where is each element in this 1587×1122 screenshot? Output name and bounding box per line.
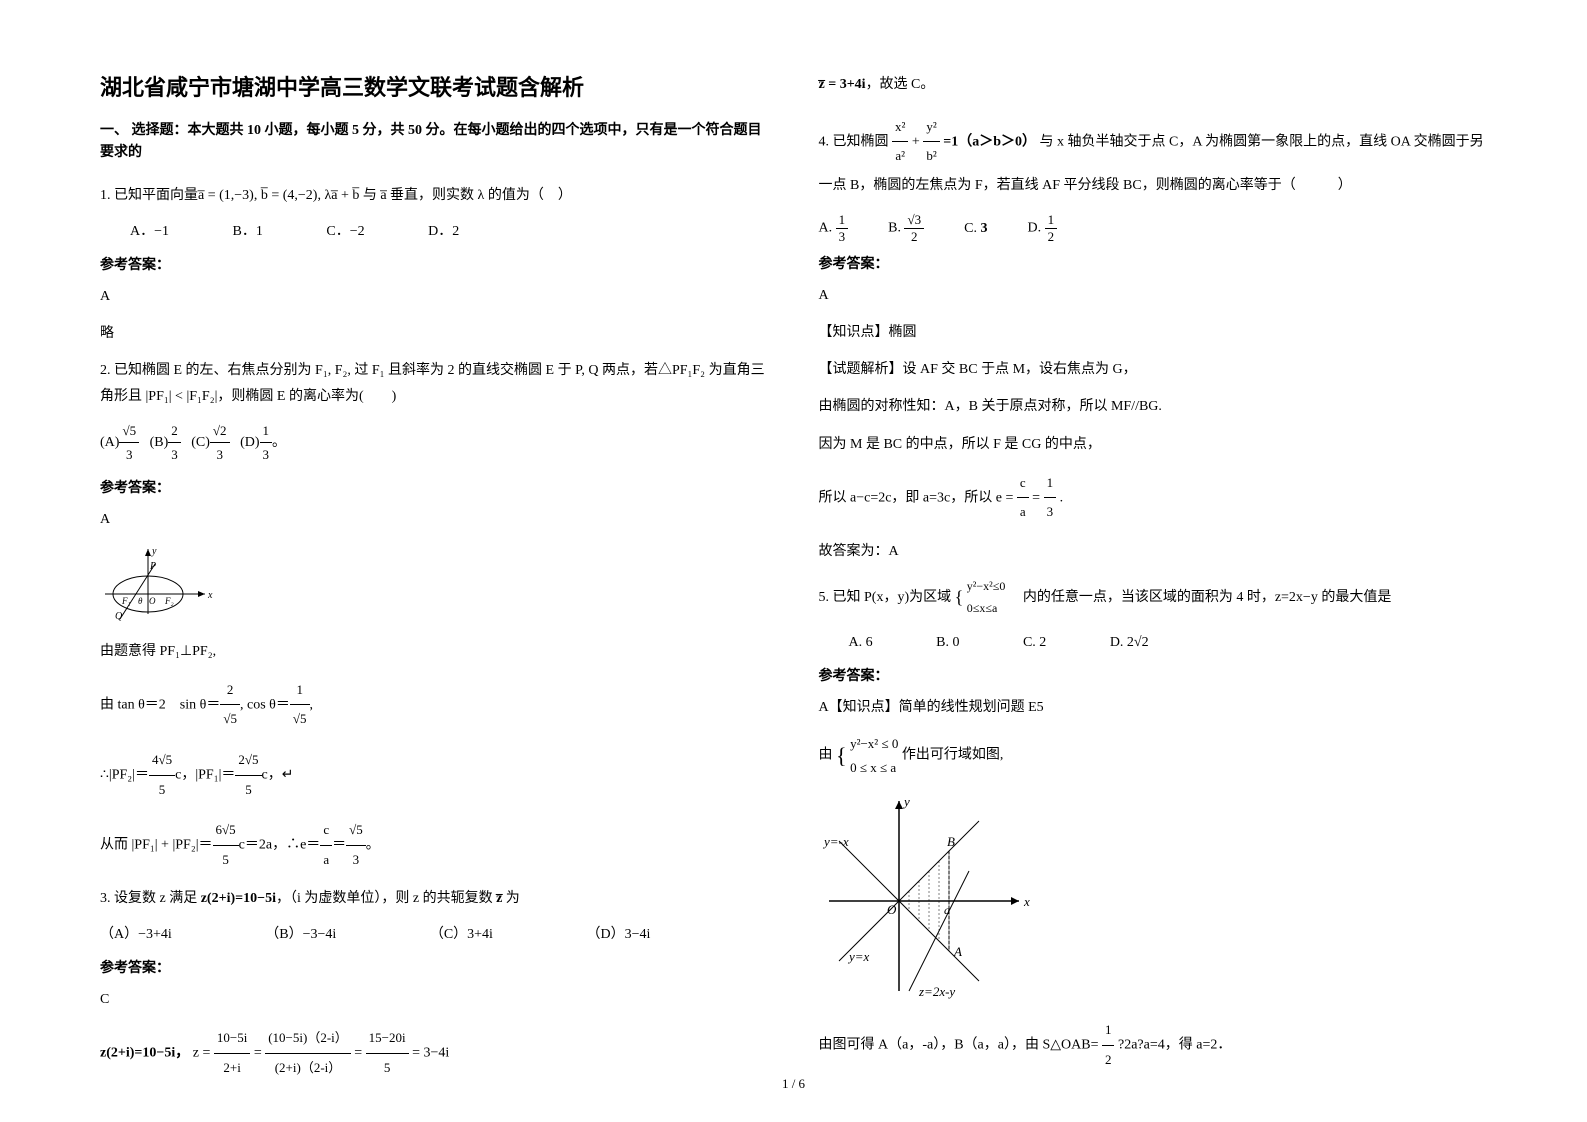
svg-text:O: O: [149, 596, 156, 606]
q1-vectors: a̅ = (1,−3), b̅ = (4,−2), λa̅ + b̅: [198, 188, 359, 203]
q3-opt-a: （A）−3+4i: [100, 927, 172, 942]
q1-opt-b: B．1: [233, 224, 263, 239]
q5-diagram: x y y=-x y=x z=2x-y B A O a: [819, 791, 1488, 1006]
q5-opt-d: D. 2√2: [1110, 635, 1149, 650]
svg-text:A: A: [953, 944, 962, 959]
q2-opt-b-label: (B): [150, 435, 169, 450]
q5-answer-label: 参考答案：: [819, 665, 1488, 685]
q2-sol-4: 从而 |PF₁| + |PF₂|＝6√55c＝2a，∴e＝ca＝√53。: [100, 816, 769, 874]
q2-diagram: x y P Q F₁ θ O F₂: [100, 544, 769, 629]
svg-text:x: x: [207, 590, 213, 601]
svg-text:θ: θ: [138, 596, 143, 606]
question-5: 5. 已知 P(x，y)为区域 { y²−x²≤0 0≤x≤a 内的任意一点，当…: [819, 576, 1488, 619]
svg-text:Q: Q: [115, 611, 123, 622]
q3-options: （A）−3+4i （B）−3−4i （C）3+4i （D）3−4i: [100, 922, 769, 947]
q2-answer-label: 参考答案：: [100, 477, 769, 497]
q2-opt-a-label: (A): [100, 435, 119, 450]
q2-options: (A)√53 (B)23 (C)√23 (D)13。: [100, 419, 769, 467]
q2-sol-1: 由题意得 PF₁⊥PF₂,: [100, 639, 769, 664]
q2-answer: A: [100, 507, 769, 532]
q1-prefix: 1. 已知平面向量: [100, 188, 198, 203]
q1-opt-a: A．−1: [130, 224, 169, 239]
question-2: 2. 已知椭圆 E 的左、右焦点分别为 F₁, F₂, 过 F₁ 且斜率为 2 …: [100, 358, 769, 408]
page-footer: 1 / 6: [782, 1076, 805, 1092]
q4-answer-label: 参考答案：: [819, 253, 1488, 273]
q5-sol-region: 由 { y²−x² ≤ 0 0 ≤ x ≤ a 作出可行域如图,: [819, 732, 1488, 779]
q5-opt-c: C. 2: [1023, 635, 1046, 650]
svg-text:O: O: [887, 902, 897, 917]
q1-opt-d: D．2: [428, 224, 459, 239]
svg-text:y: y: [151, 546, 157, 557]
left-column: 湖北省咸宁市塘湖中学高三数学文联考试题含解析 一、 选择题：本大题共 10 小题…: [100, 70, 769, 1094]
q2-opt-a-frac: √53: [119, 419, 139, 467]
q1-note: 略: [100, 321, 769, 346]
q4-answer: A: [819, 283, 1488, 308]
q4-conclusion: 故答案为：A: [819, 539, 1488, 564]
q3-opt-c: （C）3+4i: [430, 927, 493, 942]
q3-answer-label: 参考答案：: [100, 957, 769, 977]
q1-options: A．−1 B．1 C．−2 D．2: [130, 218, 769, 246]
q2-sol-2: 由 tan θ＝2 sin θ＝2√5, cos θ＝1√5,: [100, 676, 769, 734]
svg-text:F₁: F₁: [121, 596, 131, 606]
svg-text:y=x: y=x: [847, 949, 870, 964]
q4-sol-2: 由椭圆的对称性知：A，B 关于原点对称，所以 MF//BG.: [819, 394, 1488, 419]
q2-opt-c-label: (C): [191, 435, 210, 450]
right-column: z̅ = 3+4i，故选 C。 4. 已知椭圆 x²a² + y²b² =1（a…: [819, 70, 1488, 1094]
q2-opt-d-frac: 13: [260, 419, 273, 467]
q4-sol-3: 因为 M 是 BC 的中点，所以 F 是 CG 的中点，: [819, 432, 1488, 457]
q5-answer: A【知识点】简单的线性规划问题 E5: [819, 695, 1488, 720]
q3-answer: C: [100, 987, 769, 1012]
q1-answer-label: 参考答案：: [100, 254, 769, 274]
q1-opt-c: C．−2: [326, 224, 364, 239]
svg-text:x: x: [1023, 894, 1030, 909]
svg-text:y=-x: y=-x: [822, 834, 849, 849]
q4-sol-1: 【试题解析】设 AF 交 BC 于点 M，设右焦点为 G，: [819, 357, 1488, 382]
svg-text:a: a: [944, 903, 950, 917]
section-intro: 一、 选择题：本大题共 10 小题，每小题 5 分，共 50 分。在每小题给出的…: [100, 120, 769, 165]
q1-suffix: a̅ 垂直，则实数 λ 的值为（ ）: [380, 188, 572, 203]
svg-text:F₂: F₂: [164, 596, 174, 606]
question-1: 1. 已知平面向量a̅ = (1,−3), b̅ = (4,−2), λa̅ +…: [100, 183, 769, 208]
question-3: 3. 设复数 z 满足 z(2+i)=10−5i，（i 为虚数单位），则 z 的…: [100, 886, 769, 911]
svg-text:B: B: [947, 834, 955, 849]
q2-opt-c-frac: √23: [210, 419, 230, 467]
page-container: 湖北省咸宁市塘湖中学高三数学文联考试题含解析 一、 选择题：本大题共 10 小题…: [0, 0, 1587, 1114]
q4-knowledge: 【知识点】椭圆: [819, 320, 1488, 345]
q3-solution: z(2+i)=10−5i， z = 10−5i2+i = (10−5i)（2-i…: [100, 1024, 769, 1082]
q1-mid: 与: [359, 188, 380, 203]
svg-text:P: P: [149, 561, 156, 572]
question-4: 4. 已知椭圆 x²a² + y²b² =1（a＞b＞0） 与 x 轴负半轴交于…: [819, 113, 1488, 202]
q5-opt-a: A. 6: [849, 635, 873, 650]
q4-options: A. 13 B. √32 C. 3 D. 12: [819, 212, 1488, 245]
q3-opt-d: （D）3−4i: [586, 927, 650, 942]
q2-sol-3: ∴|PF₂|＝4√55c，|PF₁|＝2√55c，↵: [100, 746, 769, 804]
q1-answer: A: [100, 284, 769, 309]
q3-continuation: z̅ = 3+4i，故选 C。: [819, 70, 1488, 101]
svg-text:y: y: [902, 794, 910, 809]
q2-opt-b-frac: 23: [168, 419, 181, 467]
q4-sol-4: 所以 a−c=2c，即 a=3c，所以 e = ca = 13 .: [819, 469, 1488, 527]
q3-opt-b: （B）−3−4i: [265, 927, 336, 942]
q5-options: A. 6 B. 0 C. 2 D. 2√2: [849, 629, 1488, 657]
q5-opt-b: B. 0: [936, 635, 959, 650]
document-title: 湖北省咸宁市塘湖中学高三数学文联考试题含解析: [100, 70, 769, 102]
svg-text:z=2x-y: z=2x-y: [918, 984, 955, 999]
q5-sol-bottom: 由图可得 A（a，-a），B（a，a），由 S△OAB= 12 ?2a?a=4，…: [819, 1016, 1488, 1074]
q2-opt-d-label: (D): [240, 435, 259, 450]
